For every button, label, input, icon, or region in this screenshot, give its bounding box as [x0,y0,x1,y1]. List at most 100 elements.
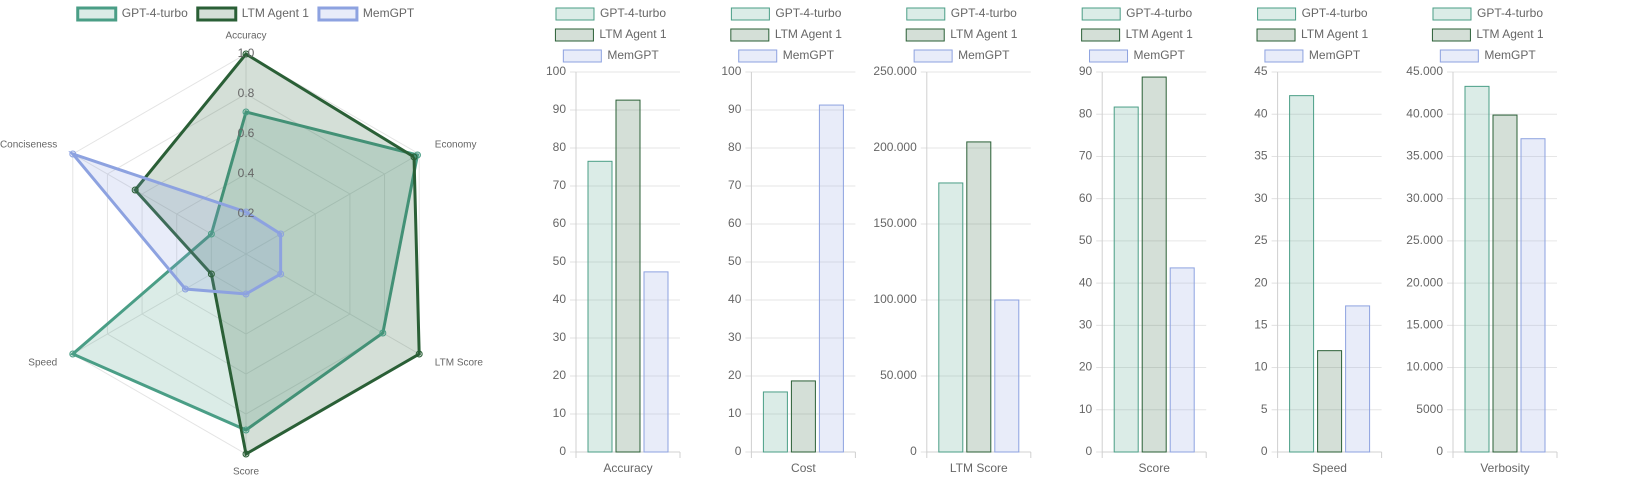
y-tick-label: 90 [1079,64,1093,78]
y-tick-label: 10 [1254,360,1268,374]
radar-point [242,50,250,58]
legend: LTM Agent 1 [1256,27,1368,42]
radar-point [379,329,387,337]
y-tick-label: 0 [1261,444,1268,458]
legend: LTM Agent 1 [730,27,842,42]
bar-chart: GPT-4-turbo LTM Agent 1 MemGPT 0 10 20 30 40 50 6… [1079,6,1207,475]
radar-area [70,110,420,432]
legend: LTM Agent 1 [905,27,1018,42]
y-tick-label: 100.000 [873,292,917,306]
legend: GPT-4-turbo LTM Agent 1 MemGPT [76,6,415,22]
legend-swatch [1089,49,1129,63]
y-tick-label: 20 [553,368,567,382]
legend-label: LTM Agent 1 [242,6,309,20]
legend-label: LTM Agent 1 [1126,27,1193,41]
legend: LTM Agent 1 [1431,27,1544,42]
legend: MemGPT [562,48,659,63]
y-tick-label: 70 [728,178,742,192]
legend-swatch [730,7,770,21]
radar-point [131,186,139,194]
y-tick-label: 30 [553,330,567,344]
radar-point [69,150,77,158]
y-tick-label: 25.000 [1406,233,1443,247]
y-tick-label: 30.000 [1406,191,1443,205]
y-tick-label: 80 [728,140,742,154]
legend-label: GPT-4-turbo [1477,6,1543,20]
legend: GPT-4-turbo [555,6,666,21]
y-tick-label: 90 [553,102,567,116]
radar-point [207,230,215,238]
x-tick-label: Speed [1312,461,1347,475]
legend-label: LTM Agent 1 [1301,27,1368,41]
bar [1520,138,1546,453]
bar [1492,114,1518,453]
radar-point [181,285,189,293]
x-tick-label: Score [1139,461,1171,475]
legend-swatch [1439,49,1479,63]
bar [1345,305,1371,453]
y-tick-label: 150.000 [873,216,917,230]
legend-label: GPT-4-turbo [775,6,841,20]
radar-point [207,270,215,278]
legend: GPT-4-turbo [1432,6,1543,21]
y-tick-label: 250.000 [873,64,917,78]
bar [762,391,788,453]
y-tick-label: 60 [1079,191,1093,205]
y-tick-label: 70 [553,178,567,192]
axis-label: Conciseness [0,140,57,151]
legend-label: LTM Agent 1 [775,27,842,41]
legend-swatch [738,49,778,63]
r-tick-label: 0.2 [238,206,255,220]
legend-swatch [76,6,118,22]
legend-swatch [1257,7,1297,21]
spoke [245,153,420,255]
legend-label: GPT-4-turbo [1126,6,1192,20]
y-tick-label: 70 [1079,149,1093,163]
legend-swatch [1256,28,1296,42]
y-tick-label: 60 [728,216,742,230]
y-tick-label: 0 [910,444,917,458]
r-tick-label: 0.4 [238,166,255,180]
bar-chart: GPT-4-turbo LTM Agent 1 MemGPT 0 5 10 15 20 25 30… [1254,6,1383,475]
y-tick-label: 90 [728,102,742,116]
legend: MemGPT [913,48,1010,63]
legend: MemGPT [1439,48,1536,63]
y-tick-label: 200.000 [873,140,917,154]
y-tick-label: 20 [1254,275,1268,289]
legend-swatch [906,7,946,21]
legend-label: GPT-4-turbo [1302,6,1368,20]
radar-area [68,150,283,296]
legend: GPT-4-turbo [1257,6,1368,21]
y-tick-label: 0 [735,444,742,458]
legend-label: MemGPT [783,48,835,62]
legend: MemGPT [1089,48,1186,63]
y-tick-label: 40 [728,292,742,306]
legend-swatch [1431,28,1471,42]
y-tick-label: 50 [553,254,567,268]
y-tick-label: 20 [728,368,742,382]
legend-swatch [730,28,770,42]
axis-label: Economy [435,140,477,151]
bar [966,141,992,453]
radar-point [69,350,77,358]
bar [818,104,844,453]
y-tick-label: 0 [559,444,566,458]
y-tick-label: 30 [1254,191,1268,205]
bar [1317,350,1343,453]
y-tick-label: 40 [1079,275,1093,289]
legend-swatch [1264,49,1304,63]
y-tick-label: 80 [1079,106,1093,120]
y-tick-label: 25 [1254,233,1268,247]
x-tick-label: Verbosity [1480,461,1529,475]
y-tick-label: 30 [728,330,742,344]
legend: MemGPT [738,48,835,63]
x-tick-label: LTM Score [950,461,1008,475]
legend-label: MemGPT [363,6,415,20]
y-tick-label: 0 [1436,444,1443,458]
y-tick-label: 15.000 [1406,318,1443,332]
legend: GPT-4-turbo [906,6,1017,21]
y-tick-label: 45.000 [1406,64,1443,78]
y-tick-label: 50 [1079,233,1093,247]
axis-label: Speed [28,358,57,369]
